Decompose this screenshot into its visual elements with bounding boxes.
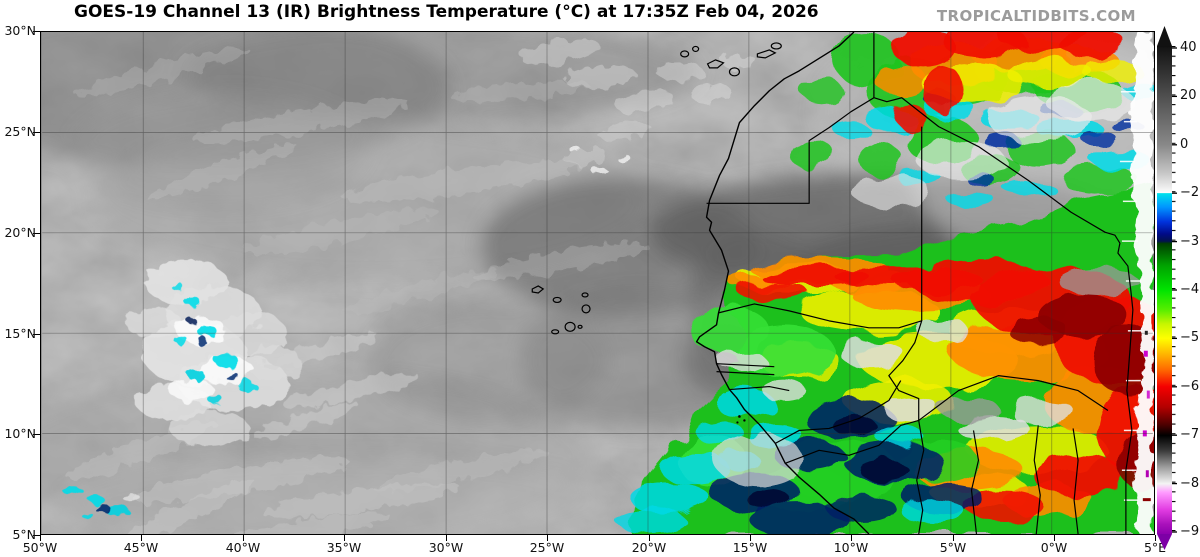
colorbar-up-arrow	[1157, 26, 1172, 46]
lat-tick-label: 30°N	[4, 23, 36, 38]
mid-atlantic-cluster	[125, 261, 420, 447]
lon-tick-label: 25°W	[529, 540, 565, 555]
satellite-limb-edge	[1119, 32, 1153, 534]
colorbar-down-arrow	[1157, 534, 1172, 550]
lon-tick-label: 5°E	[1143, 540, 1167, 555]
colorbar-tick-label: −80	[1180, 476, 1200, 491]
colorbar-tick-label: 0	[1180, 137, 1189, 152]
colorbar	[1157, 26, 1177, 550]
colorbar-tick-label: −90	[1180, 524, 1200, 539]
lat-tick-label: 5°N	[12, 527, 36, 542]
colorbar-tick-label: −40	[1180, 282, 1200, 297]
coastlines	[695, 32, 870, 534]
lon-tick-label: 5°W	[939, 540, 967, 555]
canary-islands	[680, 42, 782, 77]
cape-verde-islands	[531, 285, 591, 335]
country-borders	[706, 32, 1134, 534]
colorbar-major-ticks	[1172, 47, 1177, 533]
page-title: GOES-19 Channel 13 (IR) Brightness Tempe…	[74, 2, 819, 22]
lon-tick-label: 50°W	[22, 540, 58, 555]
lon-tick-label: 45°W	[123, 540, 159, 555]
cloud-streaks	[66, 39, 758, 534]
southwest-specks	[62, 485, 141, 519]
satellite-ir-image	[41, 32, 1154, 534]
lon-tick-label: 35°W	[326, 540, 362, 555]
lon-tick-label: 10°W	[833, 540, 869, 555]
satellite-map-frame	[40, 31, 1155, 535]
lat-tick-label: 15°N	[4, 326, 36, 341]
tropicaltidbits-watermark: TROPICALTIDBITS.COM	[936, 7, 1136, 25]
lon-tick-label: 20°W	[631, 540, 667, 555]
lon-tick-label: 40°W	[225, 540, 261, 555]
northeast-convection	[792, 32, 1154, 208]
colorbar-tick-label: 20	[1180, 88, 1197, 103]
colorbar-tick-label: −60	[1180, 379, 1200, 394]
colorbar-tick-label: −20	[1180, 185, 1200, 200]
lat-tick-label: 10°N	[4, 426, 36, 441]
bijagos-islets	[736, 415, 746, 424]
colorbar-tick-label: −50	[1180, 330, 1200, 345]
itcz-convection-band	[614, 183, 1154, 534]
lon-tick-label: 30°W	[428, 540, 464, 555]
colorbar-tick-label: −30	[1180, 234, 1200, 249]
colorbar-gradient	[1157, 46, 1172, 534]
lat-tick-label: 20°N	[4, 225, 36, 240]
lon-tick-label: 15°W	[732, 540, 768, 555]
colorbar-tick-label: −70	[1180, 427, 1200, 442]
gridlines	[42, 32, 1153, 534]
colorbar-tick-label: 40	[1180, 40, 1197, 55]
lon-tick-label: 0°W	[1040, 540, 1068, 555]
lat-tick-label: 25°N	[4, 124, 36, 139]
